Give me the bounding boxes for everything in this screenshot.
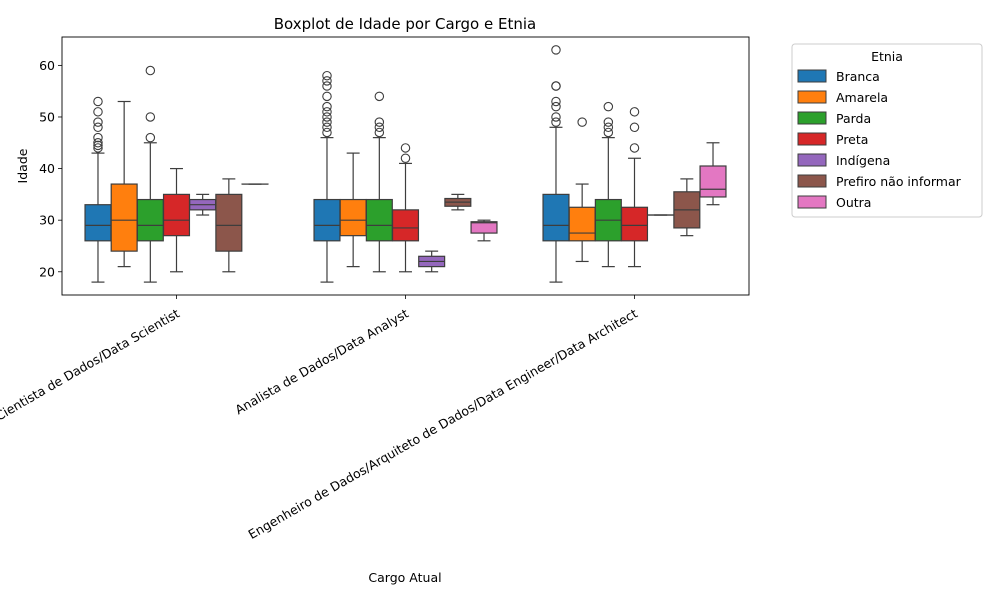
outlier-point bbox=[551, 81, 561, 91]
axes-frame bbox=[61, 36, 750, 296]
outlier-point bbox=[322, 81, 332, 91]
outlier-point bbox=[93, 107, 103, 117]
legend-frame bbox=[791, 43, 983, 218]
outlier-point bbox=[322, 76, 332, 86]
legend-entry: Branca bbox=[836, 69, 880, 84]
box bbox=[391, 209, 420, 242]
outlier-point bbox=[603, 122, 614, 133]
outlier-point bbox=[629, 143, 640, 153]
outlier-point bbox=[629, 122, 640, 133]
outlier-point bbox=[322, 117, 332, 127]
legend-swatch bbox=[797, 90, 827, 104]
outlier-point bbox=[93, 117, 103, 127]
outlier-point bbox=[374, 127, 385, 138]
outlier-point bbox=[145, 112, 156, 122]
box bbox=[313, 198, 341, 242]
legend-swatch bbox=[797, 69, 827, 83]
outlier-point bbox=[551, 45, 561, 55]
y-tick-label: 20 bbox=[39, 264, 55, 279]
box bbox=[365, 198, 393, 242]
legend-swatch bbox=[797, 132, 827, 146]
box bbox=[568, 206, 596, 242]
legend-swatch bbox=[797, 174, 827, 188]
outlier-point bbox=[551, 101, 561, 112]
outlier-point bbox=[603, 117, 614, 127]
outlier-point bbox=[374, 117, 385, 127]
outlier-point bbox=[400, 153, 411, 164]
legend-swatch bbox=[797, 111, 827, 125]
legend-swatch bbox=[797, 153, 827, 167]
box bbox=[699, 165, 727, 198]
legend: Etnia Branca Amarela Parda Preta Indígena Pre… bbox=[791, 43, 983, 218]
outlier-point bbox=[603, 101, 614, 112]
y-tick-label: 30 bbox=[39, 213, 55, 228]
outlier-point bbox=[93, 140, 103, 151]
chart-title: Boxplot de Idade por Cargo e Etnia bbox=[274, 15, 536, 33]
series-5 bbox=[215, 178, 701, 273]
outlier-point bbox=[577, 117, 587, 127]
outlier-point bbox=[374, 91, 385, 102]
outlier-point bbox=[551, 117, 561, 127]
box bbox=[136, 198, 164, 242]
outlier-point bbox=[603, 127, 614, 138]
outlier-point bbox=[322, 70, 332, 81]
box bbox=[542, 193, 570, 242]
series-2 bbox=[136, 65, 622, 283]
outlier-point bbox=[374, 122, 385, 133]
outlier-point bbox=[93, 122, 103, 133]
y-axis-label: Idade bbox=[15, 148, 30, 183]
outlier-point bbox=[551, 112, 561, 122]
outlier-point bbox=[322, 122, 332, 133]
outlier-point bbox=[629, 107, 640, 117]
outlier-point bbox=[322, 101, 332, 112]
series-3 bbox=[162, 107, 649, 273]
legend-entry: Outra bbox=[836, 195, 871, 210]
box bbox=[162, 193, 191, 237]
x-tick-label: Engenheiro de Dados/Arquiteto de Dados/D… bbox=[246, 306, 641, 542]
legend-title: Etnia bbox=[871, 49, 903, 64]
outlier-point bbox=[400, 143, 411, 153]
box bbox=[339, 198, 367, 237]
outlier-point bbox=[93, 132, 103, 143]
outlier-point bbox=[93, 143, 103, 153]
outlier-point bbox=[322, 112, 332, 122]
y-tick-label: 50 bbox=[39, 109, 55, 124]
outlier-point bbox=[322, 127, 332, 138]
outlier-point bbox=[551, 96, 561, 107]
box bbox=[470, 221, 498, 234]
series-4 bbox=[189, 193, 675, 273]
legend-swatch bbox=[797, 195, 827, 209]
series-1 bbox=[110, 100, 596, 268]
plot-area: 20 30 40 50 60 Cientista de Dados/Data Scient… bbox=[0, 36, 750, 542]
x-tick-label: Cientista de Dados/Data Scientist bbox=[0, 306, 182, 424]
legend-entry: Prefiro não informar bbox=[836, 174, 962, 189]
box bbox=[84, 204, 112, 242]
series-0 bbox=[84, 45, 570, 283]
legend-entry: Parda bbox=[836, 111, 871, 126]
box bbox=[110, 183, 138, 252]
legend-entry: Indígena bbox=[836, 153, 890, 168]
outlier-point bbox=[93, 138, 103, 148]
outlier-point bbox=[145, 65, 156, 76]
series-6 bbox=[241, 142, 727, 242]
outlier-point bbox=[93, 96, 103, 107]
outlier-point bbox=[322, 107, 332, 117]
box bbox=[215, 193, 243, 252]
outlier-point bbox=[322, 91, 332, 102]
legend-entry: Preta bbox=[836, 132, 868, 147]
y-tick-label: 60 bbox=[39, 58, 55, 73]
x-axis-label: Cargo Atual bbox=[368, 570, 441, 585]
y-tick-label: 40 bbox=[39, 161, 55, 176]
box bbox=[620, 206, 649, 242]
x-tick-label: Analista de Dados/Data Analyst bbox=[232, 306, 411, 418]
outlier-point bbox=[145, 132, 156, 143]
legend-entry: Amarela bbox=[836, 90, 888, 105]
